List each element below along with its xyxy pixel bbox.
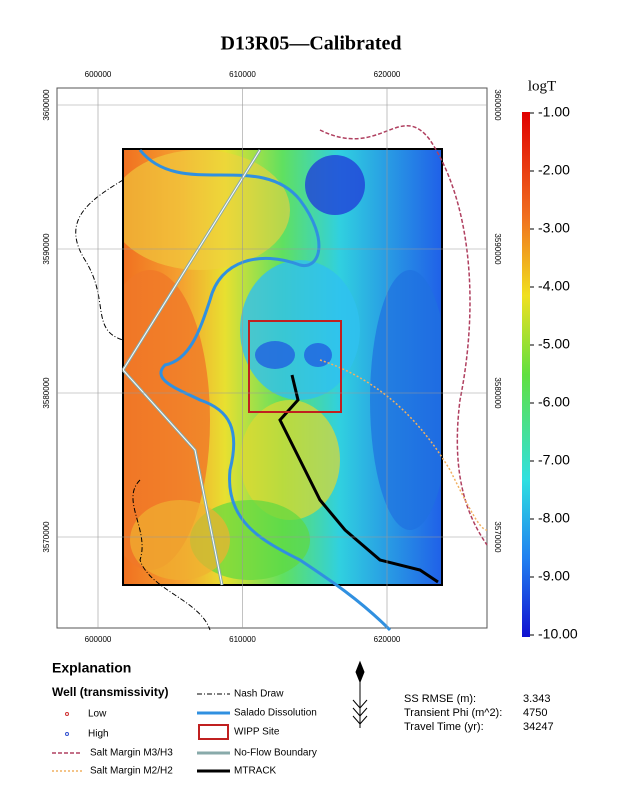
- colorbar-label: logT: [528, 78, 556, 94]
- legend-label: WIPP Site: [234, 727, 280, 738]
- legend-symbol: [65, 712, 69, 716]
- y-tick-label: 3580000: [42, 377, 51, 409]
- y-tick-label: 3590000: [493, 233, 502, 265]
- legend-symbol: [198, 724, 229, 740]
- colorbar: [522, 112, 530, 637]
- colorbar-tick-label: -9.00: [538, 568, 570, 584]
- colorbar-tick-label: -8.00: [538, 510, 570, 526]
- y-tick-label: 3580000: [493, 377, 502, 409]
- colorbar-tick-label: -7.00: [538, 452, 570, 468]
- map-frame: [56, 87, 488, 629]
- north-arrow: [352, 660, 368, 728]
- x-tick-label: 620000: [374, 635, 401, 644]
- map-title: D13R05—Calibrated: [220, 33, 401, 55]
- y-tick-label: 3600000: [42, 89, 51, 121]
- y-tick-label: 3590000: [42, 233, 51, 265]
- legend-label: Nash Draw: [234, 689, 284, 700]
- colorbar-tick-label: -1.00: [538, 104, 570, 120]
- legend-label: Salt Margin M3/H3: [90, 748, 173, 759]
- mtrack: [278, 374, 439, 584]
- wipp-site: [248, 320, 342, 413]
- stat-label: Travel Time (yr):: [404, 721, 484, 733]
- stat-label: SS RMSE (m):: [404, 693, 476, 705]
- y-tick-label: 3600000: [493, 89, 502, 121]
- legend-subtitle: Well (transmissivity): [52, 685, 168, 699]
- salt-margin-m3: [319, 125, 488, 546]
- colorbar-tick-label: -10.00: [538, 626, 578, 642]
- salt-margin-m2: [319, 359, 488, 531]
- legend-label: Salt Margin M2/H2: [90, 766, 173, 777]
- y-tick-label: 3570000: [493, 521, 502, 553]
- x-tick-label: 600000: [85, 635, 112, 644]
- stat-value: 4750: [523, 707, 547, 719]
- colorbar-tick-label: -2.00: [538, 162, 570, 178]
- legend-symbol: [65, 732, 69, 736]
- stat-label: Transient Phi (m^2):: [404, 707, 502, 719]
- colorbar-tick-label: -3.00: [538, 220, 570, 236]
- legend-label: High: [88, 729, 109, 740]
- stat-value: 34247: [523, 721, 554, 733]
- y-tick-label: 3570000: [42, 521, 51, 553]
- legend-title: Explanation: [52, 660, 131, 676]
- raster: [123, 149, 442, 585]
- stat-value: 3.343: [523, 693, 551, 705]
- model-domain: [122, 148, 443, 586]
- x-tick-label: 620000: [374, 70, 401, 79]
- legend-label: Low: [88, 709, 107, 720]
- legend-label: MTRACK: [234, 766, 277, 777]
- colorbar-tick-label: -4.00: [538, 278, 570, 294]
- colorbar-tick-label: -5.00: [538, 336, 570, 352]
- legend-label: Salado Dissolution: [234, 708, 317, 719]
- no-flow-boundary-inner: [122, 149, 261, 586]
- nash-draw: [75, 179, 211, 631]
- x-tick-label: 610000: [229, 70, 256, 79]
- legend-label: No-Flow Boundary: [234, 748, 317, 759]
- colorbar-tick-label: -6.00: [538, 394, 570, 410]
- salado-dissolution: [138, 149, 392, 632]
- x-tick-label: 600000: [85, 70, 112, 79]
- x-tick-label: 610000: [229, 635, 256, 644]
